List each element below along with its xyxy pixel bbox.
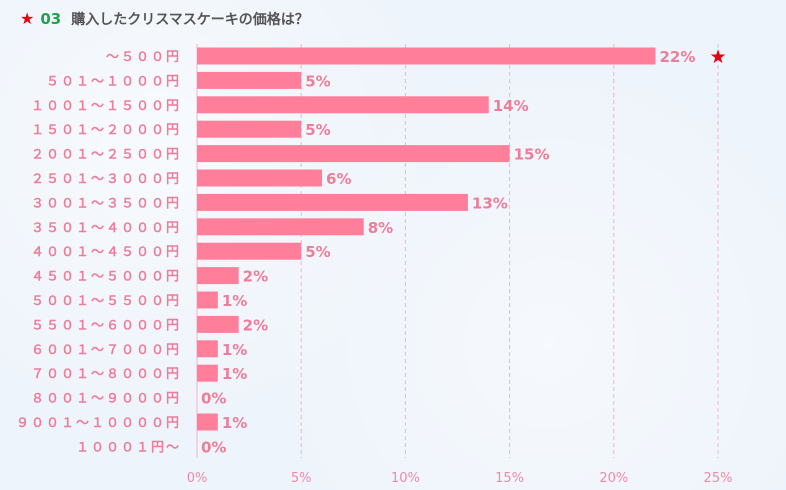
value-label: 5% (305, 121, 330, 139)
category-label: ５０１～１０００円 (46, 74, 181, 89)
value-label: 0% (201, 390, 226, 408)
category-label: １００１～１５００円 (31, 99, 181, 114)
x-tick-label: 5% (291, 471, 312, 486)
category-label: ９００１～１００００円 (16, 416, 181, 431)
x-tick-label: 10% (391, 471, 420, 486)
x-tick-label: 25% (704, 471, 733, 486)
value-label: 13% (472, 194, 508, 212)
value-label: 1% (222, 341, 247, 359)
bar (197, 242, 302, 260)
bar (197, 315, 239, 333)
category-label: ５５０１～６０００円 (31, 318, 181, 333)
bar (197, 340, 218, 358)
category-label: ２５０１～３０００円 (31, 172, 181, 187)
value-label: 5% (305, 243, 330, 261)
bar (197, 145, 510, 163)
category-label: ６００１～７０００円 (31, 343, 181, 358)
highlight-star-icon: ★ (709, 46, 726, 68)
x-tick-label: 0% (187, 471, 208, 486)
category-label: ４００１～４５００円 (31, 245, 181, 260)
category-label: ２００１～２５００円 (31, 148, 181, 163)
bar (197, 218, 364, 236)
value-label: 15% (514, 146, 550, 164)
chart-header: ★ 03 購入したクリスマスケーキの価格は？ (20, 8, 309, 30)
category-label: ３００１～３５００円 (31, 196, 181, 211)
value-label: 14% (493, 97, 529, 115)
bar (197, 267, 239, 285)
category-label: １０００１円～ (76, 440, 181, 455)
star-icon: ★ (20, 9, 35, 28)
bar (197, 193, 468, 211)
value-label: 8% (368, 219, 393, 237)
bar (197, 47, 656, 65)
bar (197, 364, 218, 382)
value-label: 1% (222, 292, 247, 310)
question-number: 03 (40, 10, 62, 28)
x-tick-label: 20% (599, 471, 628, 486)
value-label: 22% (659, 48, 695, 66)
category-label: ８００１～９０００円 (31, 392, 181, 407)
bar (197, 413, 218, 431)
value-label: 2% (243, 316, 268, 334)
category-label: ～５００円 (106, 50, 181, 65)
category-label: ５００１～５５００円 (31, 294, 181, 309)
value-label: 2% (243, 268, 268, 286)
x-tick-label: 15% (495, 471, 524, 486)
value-label: 0% (201, 438, 226, 456)
category-label: ４５０１～５０００円 (31, 270, 181, 285)
bar (197, 169, 323, 187)
chart-title: 購入したクリスマスケーキの価格は？ (71, 12, 309, 28)
bar (197, 71, 302, 89)
value-label: 1% (222, 365, 247, 383)
category-label: １５０１～２０００円 (31, 123, 181, 138)
bar (197, 291, 218, 309)
value-label: 5% (305, 72, 330, 90)
category-label: ７００１～８０００円 (31, 367, 181, 382)
value-label: 1% (222, 414, 247, 432)
value-label: 6% (326, 170, 351, 188)
bar (197, 96, 489, 114)
category-label: ３５０１～４０００円 (31, 221, 181, 236)
bar (197, 120, 302, 138)
